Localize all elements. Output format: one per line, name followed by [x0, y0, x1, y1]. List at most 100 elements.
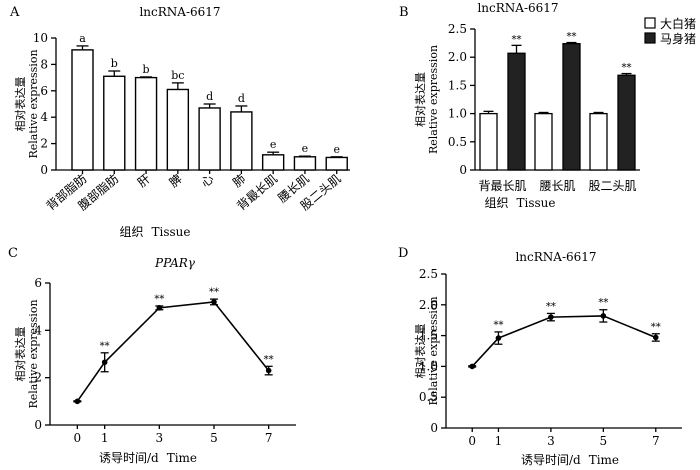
y-tick-label: 2.5 [419, 267, 438, 281]
x-axis-title-en: Time [589, 453, 619, 467]
x-tick-label: 肝 [135, 172, 153, 190]
significance-mark: ** [100, 341, 110, 352]
y-axis-title: 相对表达量 Relative expression [13, 299, 40, 408]
x-axis-title: 组织 Tissue [119, 225, 190, 239]
y-tick-label: 1.0 [448, 107, 467, 121]
y-tick-label: 2.5 [448, 22, 467, 36]
significance-mark: ** [512, 34, 522, 45]
significance-mark: ** [622, 63, 632, 74]
y-axis-title-en: Relative expression [427, 296, 440, 405]
bar-mashen [507, 52, 526, 171]
x-tick-label: 腰长肌 [539, 179, 575, 193]
y-tick-label: 1.0 [419, 359, 438, 373]
significance-mark: ** [154, 294, 164, 305]
y-tick-label: 0 [459, 163, 467, 177]
x-tick-label: 7 [265, 431, 273, 445]
data-point [211, 299, 217, 305]
x-tick-label: 心 [198, 172, 216, 190]
data-point [156, 305, 163, 311]
x-tick-label: 脾 [166, 171, 185, 190]
y-tick-label: 8 [40, 57, 48, 71]
y-tick-label: 2 [40, 137, 48, 151]
y-axis-title-en: Relative expression [27, 49, 40, 158]
y-tick-label: 0.5 [448, 135, 467, 149]
y-axis-title-en: Relative expression [27, 299, 40, 408]
chart-title: lncRNA-6617 [477, 1, 558, 15]
significance-mark: ** [209, 287, 219, 298]
data-point [265, 367, 272, 374]
significance-letter: bc [171, 69, 184, 82]
data-point [548, 314, 554, 320]
significance-letter: d [206, 90, 213, 103]
x-axis-title-cn: 组织 [484, 196, 508, 210]
data-point [469, 363, 476, 370]
x-tick-label: 肺 [230, 172, 248, 190]
y-axis-title-cn: 相对表达量 [413, 324, 427, 379]
x-axis-title-en: Tissue [517, 196, 556, 210]
y-tick-label: 10 [33, 31, 48, 45]
bar [293, 156, 317, 171]
y-tick-label: 0 [34, 418, 42, 432]
x-axis-title: 诱导时间/d Time [521, 453, 619, 467]
bar [230, 111, 253, 171]
y-tick-label: 6 [34, 276, 42, 290]
significance-mark: ** [493, 320, 503, 331]
significance-mark: ** [546, 301, 556, 312]
x-tick-label: 1 [495, 434, 503, 448]
x-tick-label: 股二头肌 [588, 179, 636, 193]
y-tick-label: 1.5 [419, 329, 438, 343]
significance-mark: ** [598, 298, 608, 309]
data-point [652, 334, 659, 341]
x-axis-title-en: Tissue [152, 225, 191, 239]
y-axis-title-cn: 相对表达量 [413, 72, 427, 127]
significance-letter: e [270, 138, 277, 151]
bar [198, 107, 221, 171]
bar-dabai [479, 112, 498, 171]
x-axis-title: 组织 Tissue [484, 196, 555, 210]
panel-label: A [9, 5, 20, 20]
x-axis-title-cn: 诱导时间/d [99, 451, 159, 465]
legend-swatch [644, 17, 656, 29]
y-axis-title: 相对表达量 Relative expression [413, 45, 440, 154]
significance-letter: a [79, 32, 86, 45]
x-tick-label: 5 [600, 434, 608, 448]
y-tick-label: 2.0 [448, 50, 467, 64]
significance-letter: b [143, 63, 150, 76]
significance-mark: ** [567, 32, 577, 43]
bar [261, 154, 285, 171]
x-tick-label: 背最长肌 [478, 179, 526, 193]
panel-label: D [398, 246, 408, 261]
bar [325, 156, 348, 171]
x-axis-title-cn: 组织 [119, 225, 143, 239]
panel-label: C [8, 246, 18, 261]
legend-label: 马身猪 [660, 31, 696, 46]
chart-title: PPARγ [154, 256, 196, 270]
y-axis-title-cn: 相对表达量 [13, 77, 27, 132]
x-tick-label: 0 [468, 434, 476, 448]
y-tick-label: 2 [34, 371, 42, 385]
x-tick-label: 7 [652, 434, 660, 448]
x-tick-label: 5 [210, 431, 218, 445]
x-axis-title: 诱导时间/d Time [99, 451, 197, 465]
y-tick-label: 6 [40, 84, 48, 98]
legend-label: 大白猪 [660, 16, 696, 31]
bar-dabai [589, 112, 608, 171]
y-tick-label: 0.5 [419, 390, 438, 404]
significance-letter: d [238, 92, 245, 105]
y-axis-title: 相对表达量 Relative expression [413, 296, 440, 405]
x-tick-label: 3 [156, 431, 164, 445]
x-tick-label: 0 [74, 431, 82, 445]
y-tick-label: 1.5 [448, 78, 467, 92]
x-axis-title-cn: 诱导时间/d [521, 453, 581, 467]
chart-title: lncRNA-6617 [139, 5, 220, 19]
y-tick-label: 0 [40, 163, 48, 177]
y-axis-title: 相对表达量 Relative expression [13, 49, 40, 158]
panel-c: C PPARγ 诱导时间/d Time 0 2 4 6 相对表达量 Relative expres… [8, 246, 296, 465]
y-axis-title-cn: 相对表达量 [13, 327, 27, 382]
y-tick-label: 2.0 [419, 298, 438, 312]
bar-dabai [534, 112, 553, 171]
